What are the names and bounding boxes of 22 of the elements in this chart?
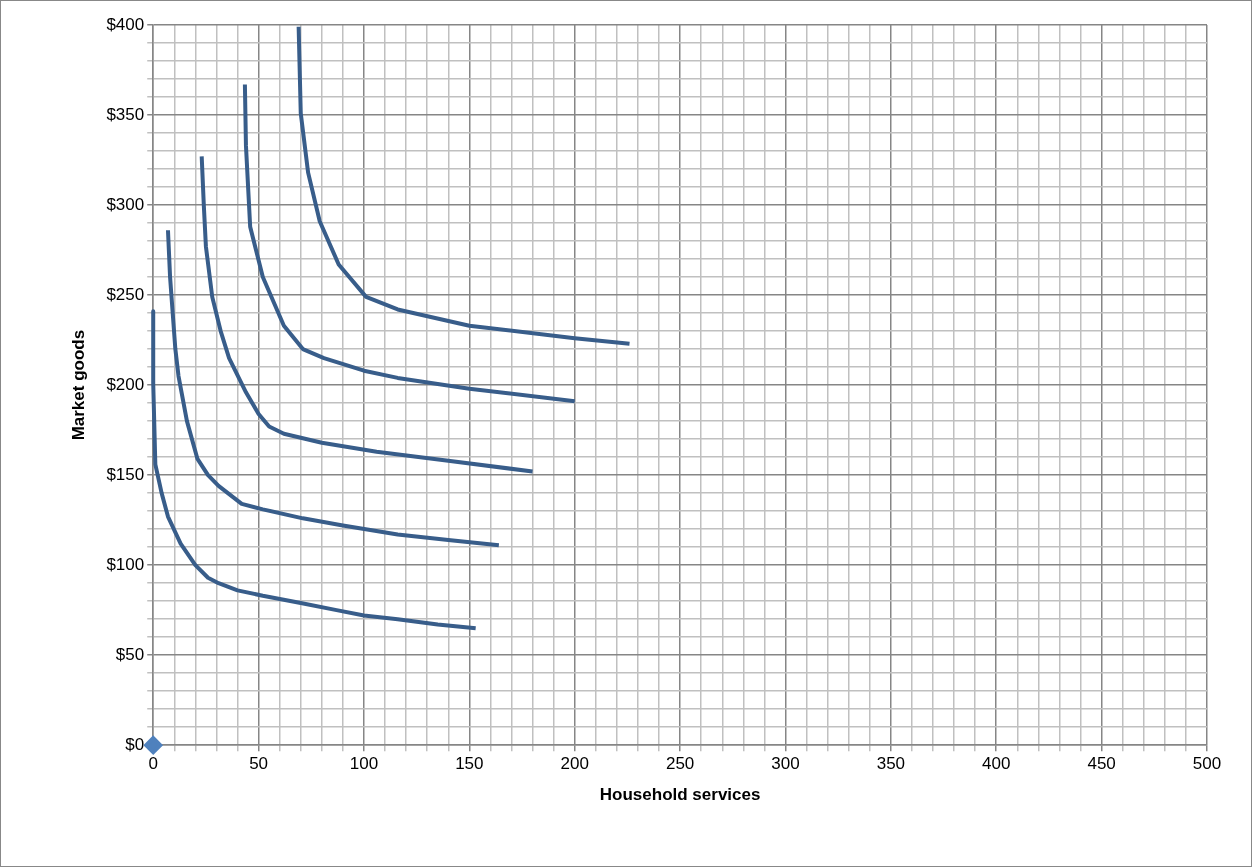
x-tick-label: 150	[455, 754, 484, 774]
y-tick-label: $200	[106, 374, 145, 394]
x-tick-label: 350	[876, 754, 906, 774]
y-tick-label: $300	[106, 194, 145, 214]
y-tick-label: $400	[106, 14, 145, 34]
y-tick-label: $0	[125, 734, 145, 754]
x-tick-label: 250	[665, 754, 695, 774]
x-tick-label: 100	[349, 754, 379, 774]
x-tick-label: 0	[148, 754, 158, 774]
x-axis-title: Household services	[599, 785, 761, 805]
y-tick-label: $150	[106, 464, 145, 484]
x-tick-label: 450	[1087, 754, 1116, 774]
x-tick-label: 300	[771, 754, 800, 774]
x-tick-label: 200	[560, 754, 589, 774]
y-axis-title: Market goods	[68, 329, 88, 441]
x-tick-label: 400	[982, 754, 1011, 774]
x-tick-label: 500	[1192, 754, 1222, 774]
y-tick-label: $100	[106, 554, 145, 574]
y-tick-label: $250	[106, 284, 145, 304]
x-tick-label: 50	[249, 754, 269, 774]
y-tick-label: $350	[106, 104, 145, 124]
y-tick-label: $50	[115, 644, 145, 664]
